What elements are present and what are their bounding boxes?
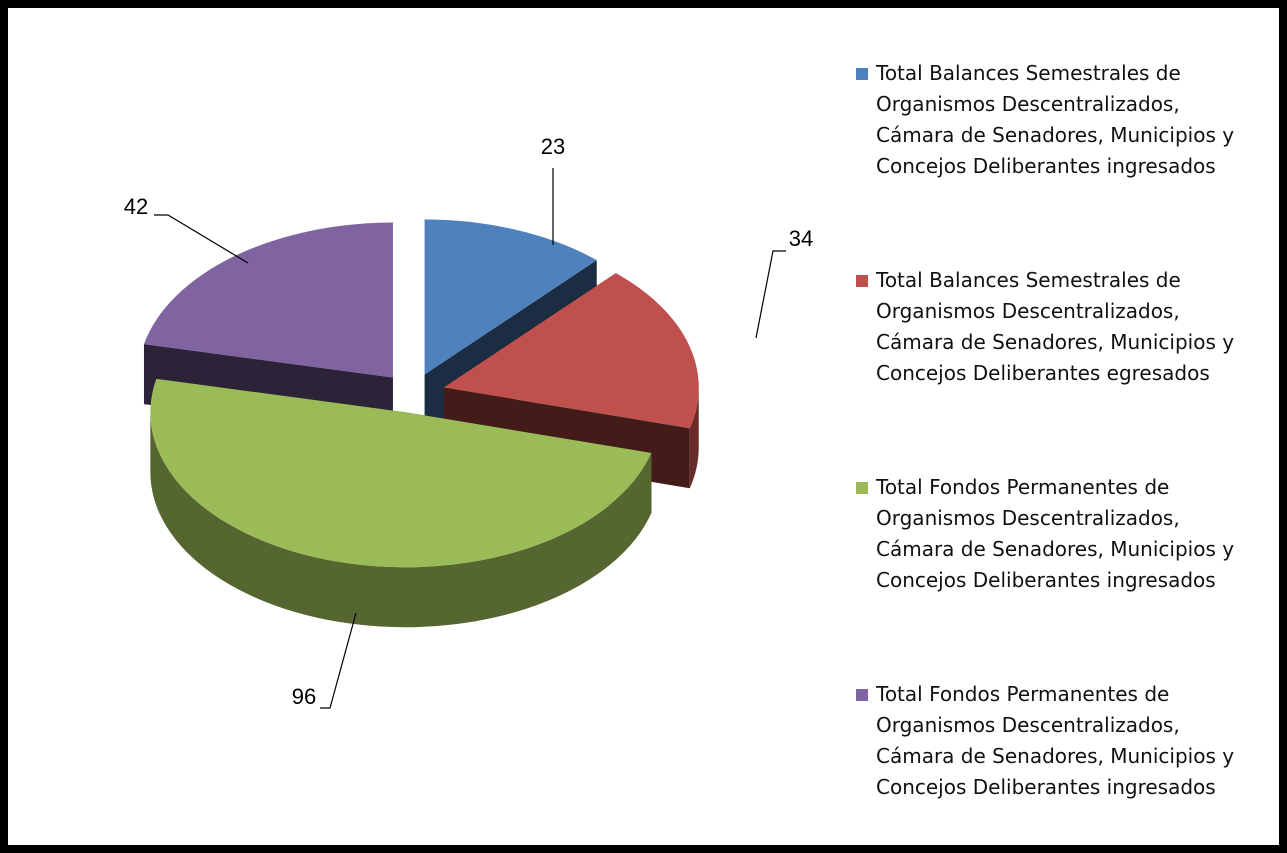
legend-swatch — [856, 275, 868, 287]
legend-label: Total Balances Semestrales de Organismos… — [876, 268, 1235, 385]
data-label: 96 — [292, 684, 316, 709]
legend-swatch — [856, 689, 868, 701]
legend-swatch — [856, 68, 868, 80]
slice — [143, 222, 393, 378]
slice-wall — [150, 412, 652, 628]
legend-entry: Total Balances Semestrales de Organismos… — [856, 58, 1256, 265]
legend-entry: Total Fondos Permanentes de Organismos D… — [856, 679, 1256, 845]
pie-plot: 23 34 96 42 — [124, 134, 813, 709]
legend-swatch — [856, 482, 868, 494]
slice — [443, 273, 699, 429]
data-label: 34 — [789, 226, 813, 251]
data-label: 42 — [124, 194, 148, 219]
leader-line — [154, 214, 249, 264]
legend-label: Total Balances Semestrales de Organismos… — [876, 61, 1235, 178]
leader-line — [320, 612, 357, 709]
data-label: 23 — [541, 134, 565, 159]
legend-entry: Total Fondos Permanentes de Organismos D… — [856, 472, 1256, 679]
slice — [150, 378, 652, 568]
legend-label: Total Fondos Permanentes de Organismos D… — [876, 682, 1235, 799]
legend-entry: Total Balances Semestrales de Organismos… — [856, 265, 1256, 472]
leader-line — [755, 250, 786, 339]
legend: Total Balances Semestrales de Organismos… — [856, 58, 1256, 845]
legend-label: Total Fondos Permanentes de Organismos D… — [876, 475, 1235, 592]
slice-wall — [689, 387, 699, 489]
slice — [424, 219, 597, 375]
